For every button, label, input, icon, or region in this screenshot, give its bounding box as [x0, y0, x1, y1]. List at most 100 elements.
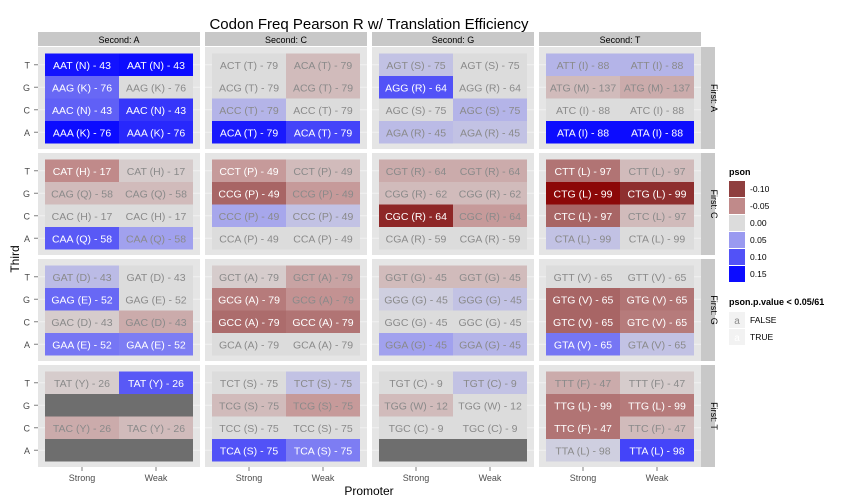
- cell-label: ATA (I) - 88: [557, 127, 609, 139]
- cell-label: TGG (W) - 12: [384, 400, 448, 412]
- cell-label: CAG (Q) - 58: [125, 188, 187, 200]
- cell-label: ATC (I) - 88: [630, 105, 684, 117]
- x-tick-label: Strong: [403, 473, 430, 483]
- heatmap-cell: [620, 288, 694, 311]
- cell-label: CGG (R) - 62: [459, 188, 522, 200]
- cell-label: AGC (S) - 75: [386, 105, 447, 117]
- legend-fill-swatch: [729, 215, 745, 231]
- y-tick-label: A: [24, 340, 30, 350]
- cell-label: GGC (G) - 45: [458, 317, 521, 329]
- cell-label: TTA (L) - 98: [629, 445, 684, 457]
- missing-cell: [379, 439, 527, 462]
- heatmap-cell: [453, 204, 527, 227]
- cell-label: AGA (R) - 45: [386, 127, 446, 139]
- heatmap-cell: [379, 288, 453, 311]
- heatmap-cell: [286, 310, 360, 333]
- cell-label: CGT (R) - 64: [460, 166, 521, 178]
- missing-cell: [45, 394, 193, 417]
- cell-label: TTC (F) - 47: [554, 423, 612, 435]
- cell-label: GAG (E) - 52: [125, 294, 186, 306]
- heatmap-cell: [212, 310, 286, 333]
- cell-label: CCT (P) - 49: [219, 166, 278, 178]
- x-axis-label: Promoter: [344, 484, 393, 498]
- heatmap-cell: [286, 159, 360, 182]
- row-strip-label: First: T: [709, 402, 719, 430]
- heatmap-cell: [119, 182, 193, 205]
- heatmap-cell: [45, 159, 119, 182]
- heatmap-cell: [379, 394, 453, 417]
- row-strip: [701, 365, 715, 467]
- col-strip-label: Second: T: [600, 35, 641, 45]
- heatmap-cell: [212, 371, 286, 394]
- col-strip-label: Second: A: [98, 35, 139, 45]
- heatmap-cell: [119, 98, 193, 121]
- cell-label: CTT (L) - 97: [629, 166, 686, 178]
- heatmap-cell: [212, 394, 286, 417]
- cell-label: CTA (L) - 99: [629, 233, 686, 245]
- cell-label: CGA (R) - 59: [460, 233, 521, 245]
- heatmap-cell: [212, 439, 286, 462]
- heatmap-cell: [212, 121, 286, 144]
- cell-label: TGT (C) - 9: [463, 378, 517, 390]
- heatmap-cell: [119, 159, 193, 182]
- cell-label: AGC (S) - 75: [460, 105, 521, 117]
- cell-label: TTA (L) - 98: [555, 445, 610, 457]
- cell-label: CAG (Q) - 58: [51, 188, 113, 200]
- cell-label: GCG (A) - 79: [218, 294, 280, 306]
- heatmap-cell: [45, 53, 119, 76]
- cell-label: GCG (A) - 79: [292, 294, 354, 306]
- cell-label: CAC (H) - 17: [126, 211, 187, 223]
- heatmap-cell: [379, 310, 453, 333]
- cell-label: CAC (H) - 17: [52, 211, 113, 223]
- cell-label: TCC (S) - 75: [293, 423, 353, 435]
- legend-text-swatch: [729, 312, 745, 328]
- row-strip-label: First: A: [709, 84, 719, 112]
- cell-label: CCG (P) - 49: [218, 188, 279, 200]
- row-strip: [701, 153, 715, 255]
- cell-label: GAA (E) - 52: [126, 339, 186, 351]
- heatmap-cell: [45, 121, 119, 144]
- cell-label: TGG (W) - 12: [458, 400, 522, 412]
- heatmap-cell: [379, 265, 453, 288]
- heatmap-cell: [620, 76, 694, 99]
- facet-panels: Second: A Second: C Second: G Second: T Firs…: [23, 32, 719, 483]
- heatmap-cell: [119, 416, 193, 439]
- heatmap-cell: [45, 76, 119, 99]
- heatmap-cell: [546, 76, 620, 99]
- heatmap-cell: [45, 204, 119, 227]
- heatmap-cell: [453, 98, 527, 121]
- heatmap-cell: [379, 159, 453, 182]
- heatmap-cell: [212, 76, 286, 99]
- cell-label: TGC (C) - 9: [463, 423, 518, 435]
- y-tick-label: G: [23, 401, 30, 411]
- cell-label: TCG (S) - 75: [219, 400, 279, 412]
- col-strip: [372, 32, 534, 46]
- cell-label: TCA (S) - 75: [220, 445, 279, 457]
- heatmap-cell: [379, 227, 453, 250]
- heatmap-cell: [620, 121, 694, 144]
- heatmap-cell: [286, 76, 360, 99]
- cell-label: CCA (P) - 49: [293, 233, 353, 245]
- cell-label: GGG (G) - 45: [384, 294, 448, 306]
- legend-text-symbol: a: [734, 316, 740, 327]
- row-strip: [701, 47, 715, 149]
- cell-label: GAG (E) - 52: [51, 294, 112, 306]
- cell-label: GTC (V) - 65: [553, 317, 613, 329]
- heatmap-cell: [379, 416, 453, 439]
- legend-fill-swatch: [729, 198, 745, 214]
- cell-label: GAT (D) - 43: [126, 272, 185, 284]
- cell-label: GTC (V) - 65: [627, 317, 687, 329]
- heatmap-cell: [453, 394, 527, 417]
- cell-label: CTG (L) - 99: [554, 188, 613, 200]
- cell-label: TGC (C) - 9: [389, 423, 444, 435]
- y-tick-label: T: [25, 166, 31, 176]
- chart-title: Codon Freq Pearson R w/ Translation Effi…: [209, 16, 529, 33]
- heatmap-cell: [546, 182, 620, 205]
- cell-label: CCC (P) - 49: [293, 211, 354, 223]
- cell-label: CTA (L) - 99: [555, 233, 612, 245]
- cell-label: AAT (N) - 43: [127, 60, 185, 72]
- cell-label: GGA (G) - 45: [459, 339, 521, 351]
- heatmap-cell: [45, 182, 119, 205]
- x-tick-label: Weak: [312, 473, 335, 483]
- heatmap-cell: [212, 204, 286, 227]
